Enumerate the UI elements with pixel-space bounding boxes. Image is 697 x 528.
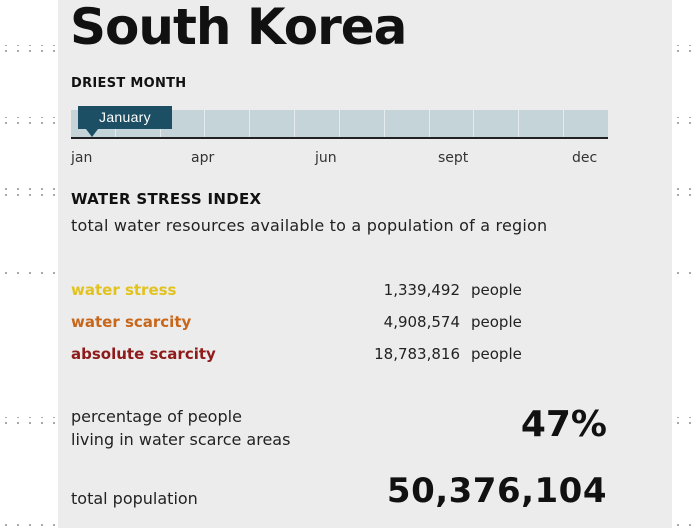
percentage-value: 47% — [520, 404, 607, 445]
water-stress-value: 1,339,492 — [383, 281, 460, 299]
absolute-scarcity-unit: people — [471, 345, 522, 363]
tooltip-pointer — [86, 129, 98, 137]
month-segment[interactable] — [385, 110, 430, 137]
month-segment[interactable] — [340, 110, 385, 137]
water-stress-index-label: WATER STRESS INDEX — [71, 190, 262, 208]
percentage-label-line2: living in water scarce areas — [71, 430, 291, 449]
month-segment[interactable] — [205, 110, 251, 137]
axis-label-sept: sept — [438, 150, 469, 166]
water-stress-description: total water resources available to a pop… — [71, 216, 548, 235]
month-segment[interactable] — [295, 110, 340, 137]
selected-month-tooltip: January — [78, 106, 172, 129]
month-segment[interactable] — [564, 110, 608, 137]
country-title: South Korea — [70, 0, 407, 56]
total-population-value: 50,376,104 — [386, 471, 607, 511]
info-card — [58, 0, 672, 528]
total-population-label: total population — [71, 489, 198, 508]
percentage-label: percentage of people living in water sca… — [71, 405, 290, 451]
month-segment[interactable] — [430, 110, 475, 137]
water-scarcity-value: 4,908,574 — [383, 313, 460, 331]
axis-label-dec: dec — [572, 150, 598, 166]
percentage-label-line1: percentage of people — [71, 407, 242, 426]
water-scarcity-unit: people — [471, 313, 522, 331]
axis-label-jun: jun — [315, 150, 337, 166]
water-stress-label: water stress — [71, 281, 177, 299]
month-segment[interactable] — [519, 110, 565, 137]
absolute-scarcity-value: 18,783,816 — [374, 345, 460, 363]
water-scarcity-label: water scarcity — [71, 313, 192, 331]
month-segment[interactable] — [161, 110, 206, 137]
axis-label-apr: apr — [191, 150, 215, 166]
month-segment[interactable] — [474, 110, 520, 137]
water-stress-unit: people — [471, 281, 522, 299]
month-segment[interactable] — [250, 110, 296, 137]
driest-month-label: DRIEST MONTH — [71, 76, 187, 91]
axis-label-jan: jan — [71, 150, 93, 166]
absolute-scarcity-label: absolute scarcity — [71, 345, 216, 363]
